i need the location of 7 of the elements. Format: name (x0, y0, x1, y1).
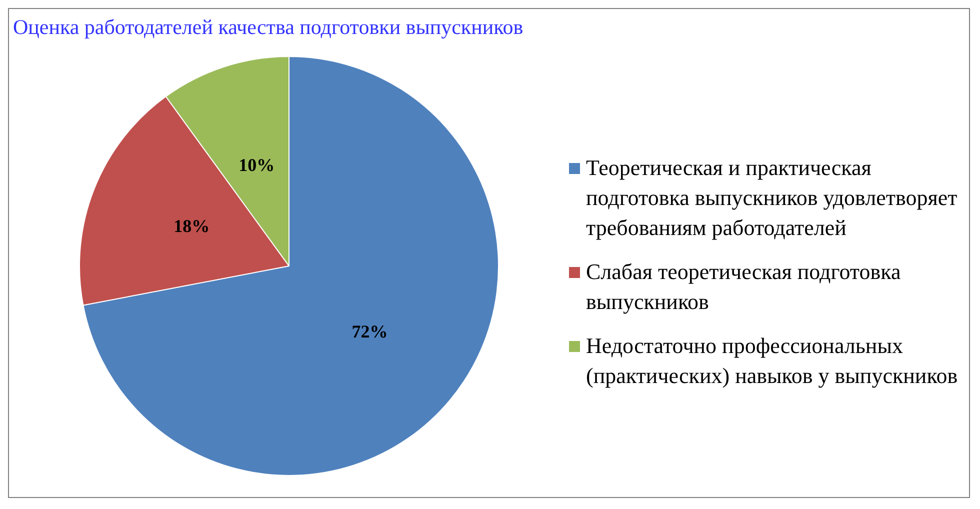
data-label: 72% (352, 321, 388, 342)
data-label: 10% (238, 155, 275, 176)
data-label: 18% (174, 216, 210, 236)
legend-label: Недостаточно профессиональных (практических) навыков у выпускников (586, 332, 959, 390)
legend-label: Слабая теоретическая подготовка выпускников (586, 258, 902, 316)
legend-label: Теоретическая и практическая подготовка выпускников удовлетворяет требованиям работодателей (586, 154, 958, 242)
chart-title: Оценка работодателей качества подготовки выпускников (12, 14, 524, 41)
